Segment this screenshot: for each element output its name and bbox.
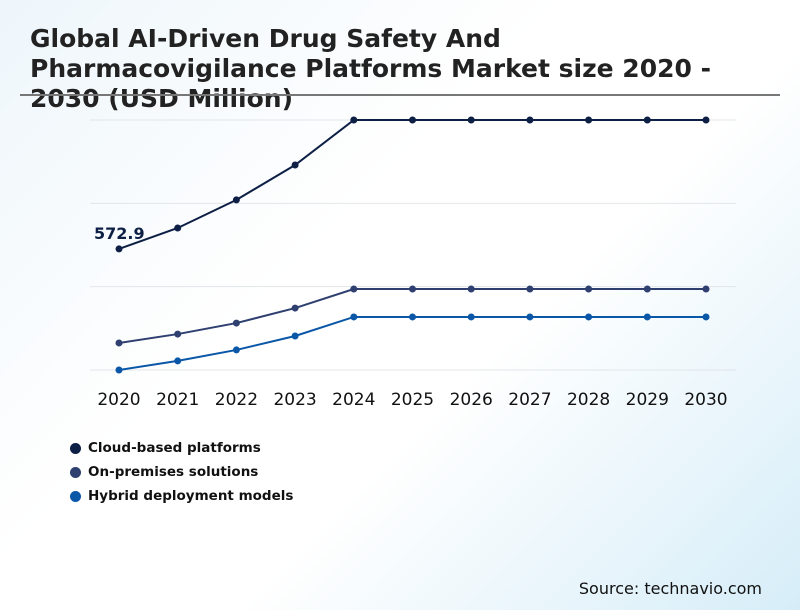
data-point xyxy=(467,285,475,293)
title-divider xyxy=(20,94,780,96)
x-tick-label: 2023 xyxy=(273,390,316,410)
legend-label: Cloud-based platforms xyxy=(88,440,261,456)
data-point xyxy=(467,116,475,124)
x-tick-label: 2021 xyxy=(156,390,199,410)
data-point xyxy=(702,116,710,124)
data-point xyxy=(174,224,182,232)
series-line xyxy=(118,315,706,371)
x-tick-label: 2025 xyxy=(391,390,434,410)
data-point xyxy=(409,313,416,321)
x-tick-label: 2020 xyxy=(97,390,140,410)
data-point xyxy=(350,313,358,321)
data-point xyxy=(585,313,593,321)
legend: Cloud-based platforms On-premises solutio… xyxy=(70,436,293,508)
data-point xyxy=(409,285,416,293)
x-tick-label: 2029 xyxy=(626,390,669,410)
data-point xyxy=(585,116,593,124)
x-tick-label: 2026 xyxy=(450,390,493,410)
x-tick-label: 2028 xyxy=(567,390,610,410)
data-point xyxy=(702,313,710,321)
data-point xyxy=(291,332,299,340)
legend-item: Cloud-based platforms xyxy=(70,436,293,460)
data-point xyxy=(526,116,534,124)
data-point xyxy=(702,285,710,293)
data-point xyxy=(643,116,651,124)
data-point xyxy=(174,357,182,365)
data-point xyxy=(643,313,651,321)
data-point xyxy=(232,319,240,327)
data-point xyxy=(115,339,123,347)
legend-item: On-premises solutions xyxy=(70,460,293,484)
line-chart: 2020 2021 2022 2023 2024 2025 2026 2027 2028 2029… xyxy=(90,116,736,410)
data-point xyxy=(643,285,651,293)
data-label: 572.9 xyxy=(94,224,145,243)
legend-label: Hybrid deployment models xyxy=(88,488,294,504)
legend-marker-icon xyxy=(70,442,81,454)
x-tick-label: 2024 xyxy=(332,390,375,410)
data-point xyxy=(232,196,240,204)
series-line xyxy=(118,119,706,250)
data-point xyxy=(291,161,299,169)
data-point xyxy=(232,346,240,354)
data-point xyxy=(409,116,416,124)
legend-item: Hybrid deployment models xyxy=(70,484,293,508)
data-point xyxy=(115,245,123,253)
data-point xyxy=(350,285,358,293)
x-tick-label: 2030 xyxy=(684,390,727,410)
data-point xyxy=(526,285,534,293)
data-point xyxy=(174,330,182,338)
x-tick-label: 2022 xyxy=(215,390,258,410)
data-point xyxy=(350,116,358,124)
legend-label: On-premises solutions xyxy=(88,464,259,480)
data-point xyxy=(526,313,534,321)
legend-marker-icon xyxy=(70,466,81,478)
data-point xyxy=(115,366,123,374)
data-point xyxy=(467,313,475,321)
data-point xyxy=(291,304,299,312)
legend-marker-icon xyxy=(70,490,81,502)
x-tick-label: 2027 xyxy=(508,390,551,410)
chart-title: Global AI-Driven Drug Safety And Pharmac… xyxy=(30,24,711,113)
source-label: Source: technavio.com xyxy=(578,579,762,598)
data-point xyxy=(585,285,593,293)
